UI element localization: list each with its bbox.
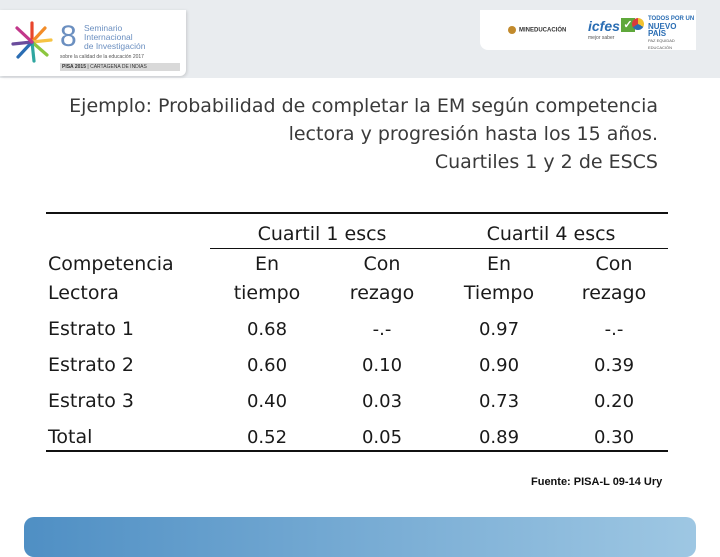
- partner-logos: MINEDUCACIÓN icfes ✓ mejor saber TODOS PO…: [480, 10, 696, 50]
- logo-subtitle: sobre la calidad de la educación 2017: [60, 54, 144, 60]
- seminar-burst-icon: [11, 21, 53, 63]
- table-cell: 0.60: [246, 355, 288, 376]
- group-header-q1: Cuartil 1 escs: [257, 223, 387, 245]
- source-note: Fuente: PISA-L 09-14 Ury: [531, 476, 663, 488]
- seminar-logo: 8 Seminario Internacional de Investigaci…: [0, 10, 186, 76]
- table-cell: 0.30: [593, 427, 635, 448]
- subheader-q4-lag-2: rezago: [581, 282, 647, 304]
- table-cell: 0.68: [246, 319, 288, 340]
- row-label: Estrato 1: [48, 318, 135, 340]
- group-header-q4: Cuartil 4 escs: [486, 223, 616, 245]
- nuevo-pais-logo: TODOS POR UN NUEVO PAÍS PAZ EQUIDAD EDUC…: [632, 16, 696, 51]
- row-label: Estrato 3: [48, 390, 135, 412]
- subheader-q4-lag-1: Con: [595, 253, 633, 275]
- logo-title: Seminario Internacional de Investigación: [84, 23, 146, 51]
- subheader-q1-on-time-1: En: [254, 253, 280, 275]
- subheader-q4-on-time-1: En: [486, 253, 512, 275]
- slide-title: Ejemplo: Probabilidad de completar la EM…: [69, 95, 658, 173]
- row-header-line2: Lectora: [48, 282, 119, 304]
- table-cell: -.-: [604, 319, 624, 340]
- table-cell: 0.89: [478, 427, 520, 448]
- table-cell: 0.10: [361, 355, 403, 376]
- flag-circle-icon: [632, 18, 644, 30]
- table-cell: 0.03: [361, 391, 403, 412]
- icfes-logo: icfes ✓ mejor saber: [588, 18, 635, 41]
- table-cell: 0.40: [246, 391, 288, 412]
- table-cell: 0.52: [246, 427, 288, 448]
- check-icon: ✓: [620, 18, 635, 32]
- group-rule: [210, 248, 668, 249]
- table-cell: 0.05: [361, 427, 403, 448]
- subheader-q4-on-time-2: Tiempo: [463, 282, 535, 304]
- subheader-q1-lag-1: Con: [363, 253, 401, 275]
- table-cell: -.-: [372, 319, 392, 340]
- logo-number: 8: [60, 20, 77, 53]
- table-top-rule: [46, 212, 668, 214]
- row-label: Total: [48, 426, 93, 448]
- table-cell: 0.20: [593, 391, 635, 412]
- logo-strip: PISA 2015 | CARTAGENA DE INDIAS: [60, 63, 180, 71]
- row-header-line1: Competencia: [48, 253, 174, 275]
- table-cell: 0.39: [593, 355, 635, 376]
- table-cell: 0.97: [478, 319, 520, 340]
- table-bottom-rule: [46, 450, 668, 452]
- row-label: Estrato 2: [48, 354, 135, 376]
- shield-icon: [508, 26, 516, 34]
- table-cell: 0.73: [478, 391, 520, 412]
- subheader-q1-lag-2: rezago: [349, 282, 415, 304]
- results-table: Cuartil 1 escs Cuartil 4 escs Competenci…: [46, 212, 668, 452]
- subheader-q1-on-time-2: tiempo: [233, 282, 301, 304]
- footer-band: [24, 517, 696, 557]
- mineducacion-logo: MINEDUCACIÓN: [508, 26, 566, 34]
- table-cell: 0.90: [478, 355, 520, 376]
